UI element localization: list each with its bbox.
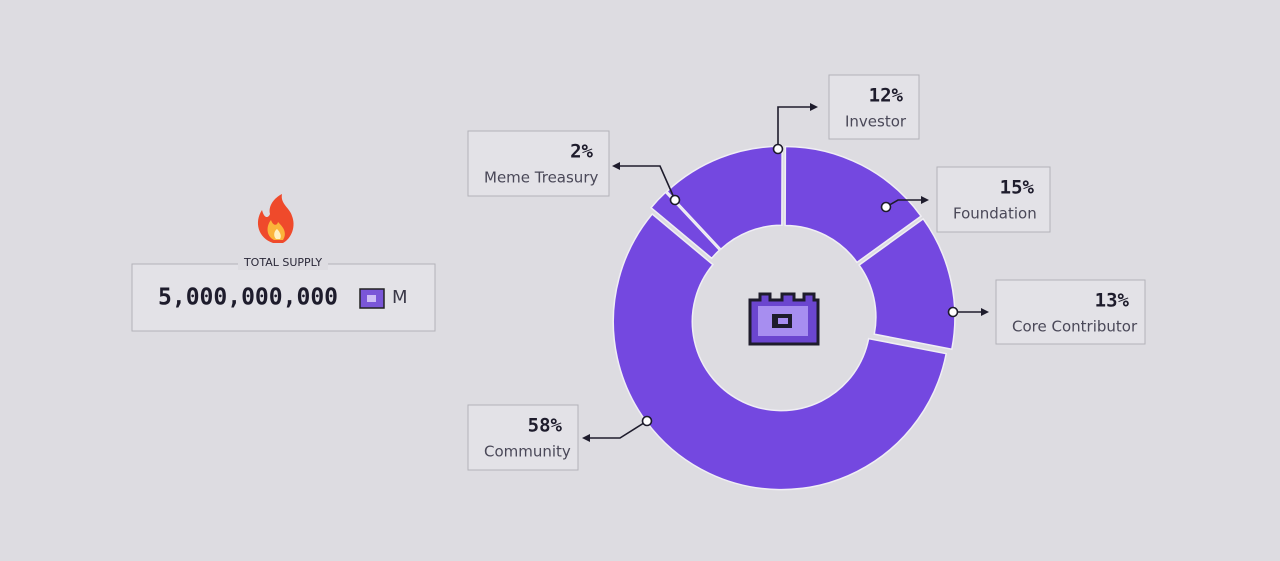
leader-line <box>584 420 648 439</box>
leader-dot <box>772 143 784 155</box>
category-label: Investor <box>845 113 907 131</box>
callout-box <box>936 166 1051 233</box>
supply-label: TOTAL SUPPLY <box>243 256 322 269</box>
leader-dot <box>641 415 653 427</box>
category-label: Foundation <box>953 205 1037 223</box>
supply-unit: M <box>392 287 408 308</box>
category-label: Meme Treasury <box>484 169 598 187</box>
value-label: 13% <box>1095 290 1130 312</box>
arrow-head <box>981 308 989 316</box>
leader-dot <box>947 306 959 318</box>
donut <box>612 145 956 491</box>
leader-dot <box>669 194 681 206</box>
leader-line <box>777 106 816 149</box>
callout-box <box>467 404 579 471</box>
category-label: Core Contributor <box>1012 318 1138 336</box>
category-label: Community <box>484 443 571 461</box>
callout-box <box>828 74 920 140</box>
supply-amount: 5,000,000,000 <box>158 285 338 311</box>
leader-dot <box>880 201 892 213</box>
value-label: 12% <box>869 85 904 107</box>
arrow-head <box>582 434 590 442</box>
flame-icon <box>257 194 294 243</box>
token-icon-small <box>359 288 385 309</box>
arrow-head <box>612 162 620 170</box>
token-icon <box>748 292 820 346</box>
slice <box>858 217 956 351</box>
callout-box <box>995 279 1146 345</box>
supply-label-bg <box>238 256 328 270</box>
callout-box <box>467 130 610 197</box>
leader-line <box>614 165 676 201</box>
arrow-head <box>921 196 929 204</box>
value-label: 2% <box>570 141 593 163</box>
arrow-head <box>810 103 818 111</box>
slice <box>612 213 948 491</box>
value-label: 58% <box>528 415 563 437</box>
value-label: 15% <box>1000 177 1035 199</box>
slice <box>784 145 923 264</box>
slice <box>649 191 721 260</box>
